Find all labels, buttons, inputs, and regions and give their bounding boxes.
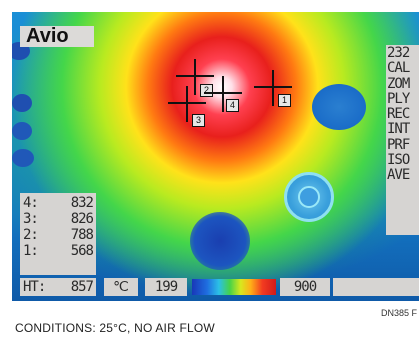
crosshair-icon <box>222 76 224 112</box>
reading-label: 4: <box>23 195 39 211</box>
cool-spot <box>312 84 366 130</box>
side-menu: 232 CAL ZOM PLY REC INT PRF ISO AVE <box>386 45 419 235</box>
scale-max-value: 900 <box>280 278 330 296</box>
reading-row: 2: 788 <box>23 227 94 243</box>
scale-min-value: 199 <box>145 278 187 296</box>
conditions-caption: CONDITIONS: 25°C, NO AIR FLOW <box>15 321 215 335</box>
reading-row: 3: 826 <box>23 211 94 227</box>
menu-item-zom[interactable]: ZOM <box>387 75 410 92</box>
marker-label: 2 <box>200 84 213 97</box>
menu-item-ply[interactable]: PLY <box>387 90 410 107</box>
brand-logo: Avio <box>20 26 94 47</box>
reading-row: 1: 568 <box>23 243 94 259</box>
menu-item-iso[interactable]: ISO <box>387 152 410 169</box>
reading-label: 1: <box>23 243 39 259</box>
menu-item-cal[interactable]: CAL <box>387 60 410 77</box>
crosshair-icon <box>186 86 188 122</box>
cool-spot <box>12 122 32 140</box>
menu-item-int[interactable]: INT <box>387 121 410 138</box>
menu-item-ave[interactable]: AVE <box>387 167 410 184</box>
crosshair-icon <box>272 70 274 106</box>
marker-label: 3 <box>192 114 205 127</box>
marker-label: 4 <box>226 99 239 112</box>
menu-item-rec[interactable]: REC <box>387 106 410 123</box>
marker-label: 1 <box>278 94 291 107</box>
ht-value: 857 <box>70 279 94 295</box>
cool-spot <box>12 94 32 112</box>
menu-item-prf[interactable]: PRF <box>387 136 410 153</box>
reading-row: 4: 832 <box>23 195 94 211</box>
reading-value: 568 <box>70 243 94 259</box>
connector-ring-icon <box>284 172 334 222</box>
status-blank-box <box>333 278 419 296</box>
figure-id: DN385 F <box>380 308 417 318</box>
reading-value: 788 <box>70 227 94 243</box>
connector-core-icon <box>298 186 320 208</box>
reading-value: 832 <box>70 195 94 211</box>
temperature-unit[interactable]: ℃ <box>104 278 138 296</box>
ht-readout: HT: 857 <box>20 278 96 296</box>
color-scale-bar <box>192 279 276 295</box>
ht-label: HT: <box>23 279 46 295</box>
reading-label: 3: <box>23 211 39 227</box>
crosshair-icon <box>194 59 196 95</box>
reading-label: 2: <box>23 227 39 243</box>
reading-value: 826 <box>70 211 94 227</box>
cool-spot <box>12 149 34 167</box>
menu-item-232[interactable]: 232 <box>387 45 410 61</box>
cool-spot <box>190 212 250 270</box>
temperature-readings: 4: 832 3: 826 2: 788 1: 568 <box>20 193 96 275</box>
